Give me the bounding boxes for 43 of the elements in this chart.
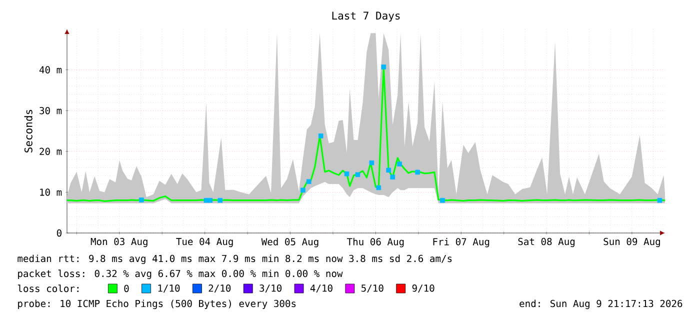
point bbox=[386, 168, 392, 173]
text: probe: 10 ICMP Echo Pings (500 Bytes) every 300s bbox=[18, 300, 296, 310]
point bbox=[657, 198, 662, 203]
legend-label: 5/10 bbox=[362, 284, 384, 293]
point bbox=[376, 185, 382, 190]
legend-label: 3/10 bbox=[260, 284, 282, 293]
point bbox=[318, 133, 324, 138]
y-tick-label: 10 m bbox=[40, 188, 62, 196]
legend-label: 0 bbox=[124, 284, 129, 292]
point bbox=[390, 174, 396, 180]
point bbox=[300, 188, 306, 193]
point bbox=[139, 198, 144, 202]
legend-label: 4/10 bbox=[310, 284, 332, 293]
point bbox=[306, 179, 312, 184]
legend-title: loss color: bbox=[18, 284, 78, 292]
y-tick-label: 40 m bbox=[39, 66, 62, 74]
text: end: Sun Aug 9 21:17:13 2026 bbox=[520, 300, 682, 310]
x-tick-label: Sat 08 Aug bbox=[518, 238, 575, 248]
point bbox=[369, 160, 374, 166]
text: packet loss: 0.32 % avg 6.67 % max 0.00 % min 0.00 % now bbox=[18, 270, 343, 280]
y-axis-title: Seconds bbox=[24, 110, 32, 152]
chart-title: Last 7 Days bbox=[332, 12, 400, 22]
point bbox=[344, 171, 350, 176]
x-tick-label: Fri 07 Aug bbox=[433, 238, 490, 248]
y-tick-label: 30 m bbox=[40, 106, 62, 114]
legend-label: 1/10 bbox=[158, 284, 180, 293]
text: median rtt: 9.8 ms avg 41.0 ms max 7.9 ms min 8.2 ms now 3.8 ms sd 2.6 am/s bbox=[18, 254, 452, 264]
point bbox=[208, 198, 213, 203]
y-tick-label: 20 m bbox=[40, 148, 62, 156]
x-tick-label: Tue 04 Aug bbox=[176, 238, 233, 248]
point bbox=[397, 162, 402, 166]
point bbox=[218, 198, 223, 203]
point bbox=[355, 172, 360, 178]
x-tick-label: Sun 09 Aug bbox=[604, 238, 660, 248]
point bbox=[415, 170, 420, 175]
x-tick-label: Mon 03 Aug bbox=[90, 238, 148, 248]
legend-label: 9/10 bbox=[412, 284, 434, 293]
point bbox=[381, 64, 386, 70]
x-tick-label: Wed 05 Aug bbox=[261, 238, 318, 248]
point bbox=[440, 198, 445, 203]
x-tick-label: Thu 06 Aug bbox=[346, 238, 404, 248]
legend-label: 2/10 bbox=[208, 284, 231, 293]
y-tick-label: 0 bbox=[56, 229, 62, 237]
